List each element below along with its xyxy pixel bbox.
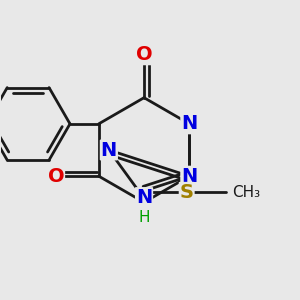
Text: CH₃: CH₃	[232, 185, 260, 200]
Text: N: N	[181, 167, 197, 186]
Text: N: N	[101, 140, 117, 160]
Text: O: O	[136, 45, 152, 64]
Text: N: N	[181, 114, 197, 133]
Text: S: S	[180, 183, 194, 202]
Text: H: H	[138, 210, 150, 225]
Text: N: N	[136, 188, 152, 207]
Text: O: O	[47, 167, 64, 186]
